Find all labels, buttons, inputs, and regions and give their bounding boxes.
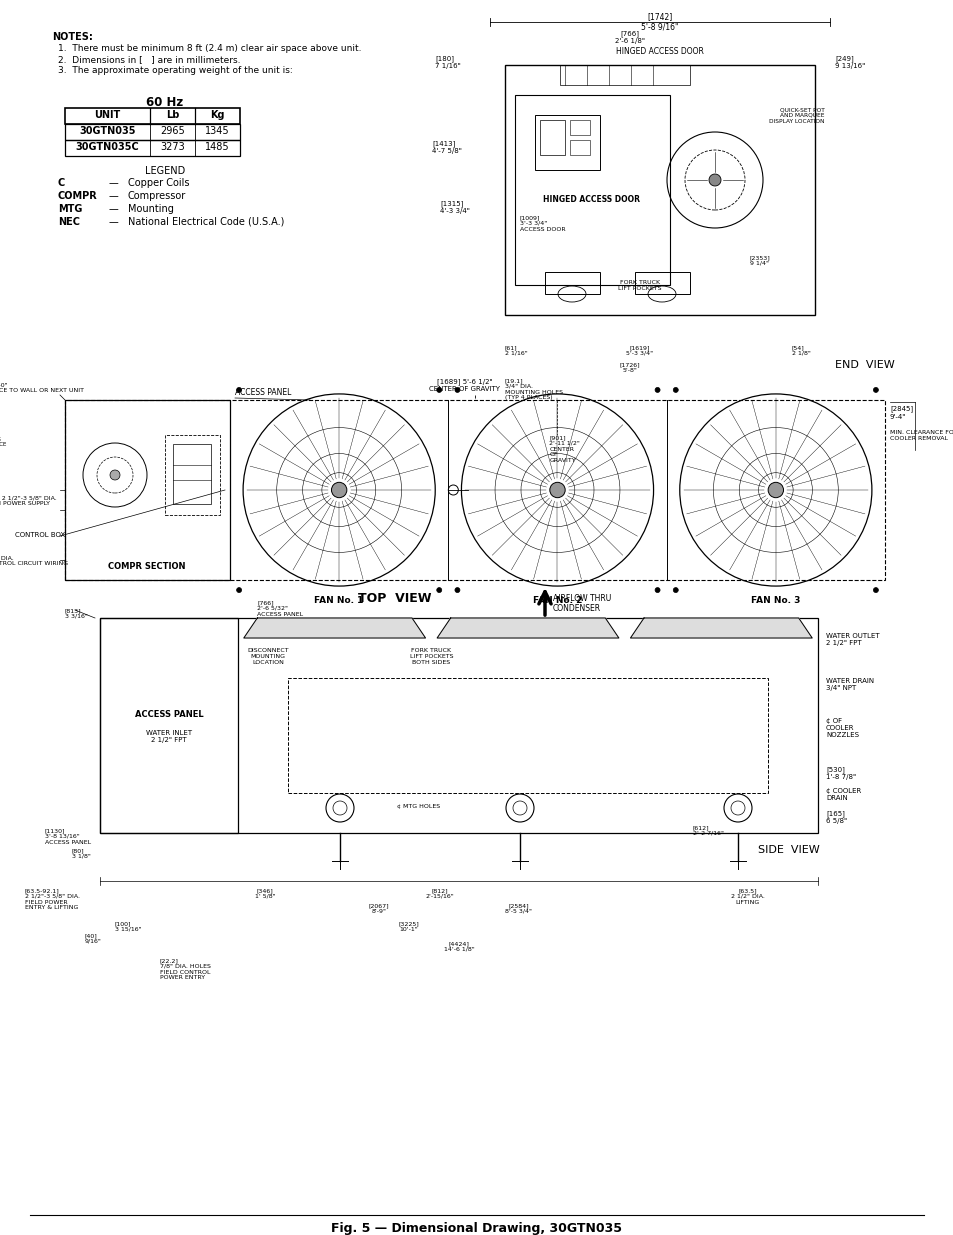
Text: FAN No. 3: FAN No. 3 xyxy=(750,597,800,605)
Bar xyxy=(65,400,230,580)
Bar xyxy=(539,120,564,156)
Bar xyxy=(504,65,814,315)
Circle shape xyxy=(655,388,659,393)
Bar xyxy=(65,140,240,156)
Text: WATER INLET
2 1/2" FPT: WATER INLET 2 1/2" FPT xyxy=(146,730,192,743)
Circle shape xyxy=(436,588,441,593)
Text: FORK TRUCK
LIFT POCKETS: FORK TRUCK LIFT POCKETS xyxy=(618,280,661,290)
Text: 60 Hz: 60 Hz xyxy=(146,96,183,109)
Text: 9'-4": 9'-4" xyxy=(889,414,905,420)
Text: [1689] 5'-6 1/2"
CENTER OF GRAVITY: [1689] 5'-6 1/2" CENTER OF GRAVITY xyxy=(429,378,500,391)
Circle shape xyxy=(236,588,241,593)
Text: Lb: Lb xyxy=(166,110,179,120)
Bar xyxy=(569,140,589,156)
Circle shape xyxy=(110,471,120,480)
Text: HINGED ACCESS DOOR: HINGED ACCESS DOOR xyxy=(616,47,703,56)
Text: [812]
2'-15/16": [812] 2'-15/16" xyxy=(425,888,454,899)
Text: Compressor: Compressor xyxy=(128,191,186,201)
Text: Copper Coils: Copper Coils xyxy=(128,178,190,188)
Text: ¢ COOLER
DRAIN: ¢ COOLER DRAIN xyxy=(825,788,861,802)
Circle shape xyxy=(549,483,564,498)
Text: ACCESS PANEL: ACCESS PANEL xyxy=(134,710,203,719)
Text: 3273: 3273 xyxy=(160,142,185,152)
Text: —: — xyxy=(108,178,118,188)
Text: COMPR SECTION: COMPR SECTION xyxy=(108,562,186,571)
Text: [63.5-92.1] 2 1/2"-3 5/8" DIA.
FIELD MAIN POWER SUPPLY: [63.5-92.1] 2 1/2"-3 5/8" DIA. FIELD MAI… xyxy=(0,495,56,506)
Circle shape xyxy=(455,388,459,393)
Text: TOP  VIEW: TOP VIEW xyxy=(358,592,432,605)
Text: [2067]
8'-9": [2067] 8'-9" xyxy=(368,903,389,914)
Text: [61]
2 1/16": [61] 2 1/16" xyxy=(504,345,527,356)
Text: 5'-8 9/16": 5'-8 9/16" xyxy=(640,22,678,31)
Bar xyxy=(288,678,767,793)
Text: [22.2] 7/8" DIA.
FIELD CONTROL CIRCUIT WIRING: [22.2] 7/8" DIA. FIELD CONTROL CIRCUIT W… xyxy=(0,555,68,566)
Text: —: — xyxy=(108,191,118,201)
Text: [1219] 4'-0"
CLEARANCE TO WALL OR NEXT UNIT: [1219] 4'-0" CLEARANCE TO WALL OR NEXT U… xyxy=(0,382,84,393)
Text: LEGEND: LEGEND xyxy=(145,165,185,177)
Text: [2584]
8'-5 3/4": [2584] 8'-5 3/4" xyxy=(505,903,532,914)
Text: [54]
2 1/8": [54] 2 1/8" xyxy=(791,345,810,356)
Text: [346]
1' 5/8": [346] 1' 5/8" xyxy=(254,888,275,899)
Text: [63.5]
2 1/2" DIA.
LIFTING: [63.5] 2 1/2" DIA. LIFTING xyxy=(730,888,764,904)
Text: CONTROL BOX: CONTROL BOX xyxy=(15,532,65,538)
Text: 1345: 1345 xyxy=(205,126,230,136)
Text: 2965: 2965 xyxy=(160,126,185,136)
Text: [1219]
4'-0"
WORKING
CLEARANCE
PER NEC
110-16: [1219] 4'-0" WORKING CLEARANCE PER NEC 1… xyxy=(0,425,8,459)
Text: COMPR: COMPR xyxy=(58,191,97,201)
Text: ACCESS PANEL: ACCESS PANEL xyxy=(234,388,291,396)
Text: WATER OUTLET
2 1/2" FPT: WATER OUTLET 2 1/2" FPT xyxy=(825,634,879,646)
Text: [1742]: [1742] xyxy=(647,12,672,21)
Circle shape xyxy=(708,174,720,186)
Text: WATER DRAIN
3/4" NPT: WATER DRAIN 3/4" NPT xyxy=(825,678,873,692)
Text: 1485: 1485 xyxy=(205,142,230,152)
Text: [766]
2'-6 1/8": [766] 2'-6 1/8" xyxy=(615,30,644,43)
Text: UNIT: UNIT xyxy=(94,110,120,120)
Circle shape xyxy=(436,388,441,393)
Text: 30GTN035C: 30GTN035C xyxy=(75,142,139,152)
Text: Kg: Kg xyxy=(210,110,225,120)
Bar xyxy=(635,272,689,294)
Text: [3225]
10'-1": [3225] 10'-1" xyxy=(398,921,419,931)
Text: [40]
9/16": [40] 9/16" xyxy=(85,932,102,944)
Text: [2845]: [2845] xyxy=(889,405,912,411)
Text: 30GTN035: 30GTN035 xyxy=(79,126,135,136)
Polygon shape xyxy=(436,618,618,638)
Text: 2.  Dimensions in [   ] are in millimeters.: 2. Dimensions in [ ] are in millimeters. xyxy=(58,56,240,64)
Text: [100]
3 15/16": [100] 3 15/16" xyxy=(115,921,141,931)
Text: [1619]
5'-3 3/4": [1619] 5'-3 3/4" xyxy=(626,345,653,356)
Circle shape xyxy=(873,588,878,593)
Text: [180]
7 1/16": [180] 7 1/16" xyxy=(435,56,460,69)
Text: [249]
9 13/16": [249] 9 13/16" xyxy=(834,56,864,69)
Text: 3.  The approximate operating weight of the unit is:: 3. The approximate operating weight of t… xyxy=(58,65,293,75)
Bar xyxy=(65,124,240,140)
Text: Fig. 5 — Dimensional Drawing, 30GTN035: Fig. 5 — Dimensional Drawing, 30GTN035 xyxy=(331,1221,622,1235)
Circle shape xyxy=(673,388,678,393)
Bar xyxy=(165,435,220,515)
Bar xyxy=(559,65,689,85)
Text: [4424]
14'-6 1/8": [4424] 14'-6 1/8" xyxy=(443,941,474,952)
Text: DISCONNECT
MOUNTING
LOCATION: DISCONNECT MOUNTING LOCATION xyxy=(247,648,289,664)
Circle shape xyxy=(236,388,241,393)
Text: NEC: NEC xyxy=(58,217,80,227)
Circle shape xyxy=(455,588,459,593)
Circle shape xyxy=(655,588,659,593)
Circle shape xyxy=(673,588,678,593)
Text: National Electrical Code (U.S.A.): National Electrical Code (U.S.A.) xyxy=(128,217,284,227)
Text: FAN No. 1: FAN No. 1 xyxy=(314,597,363,605)
Text: SIDE  VIEW: SIDE VIEW xyxy=(758,845,819,855)
Text: AIRFLOW THRU
CONDENSER: AIRFLOW THRU CONDENSER xyxy=(553,594,611,614)
Bar xyxy=(100,618,237,832)
Text: [1315]
4'-3 3/4": [1315] 4'-3 3/4" xyxy=(439,200,470,214)
Circle shape xyxy=(331,483,347,498)
Text: MTG: MTG xyxy=(58,204,82,214)
Text: 1.  There must be minimum 8 ft (2.4 m) clear air space above unit.: 1. There must be minimum 8 ft (2.4 m) cl… xyxy=(58,44,361,53)
Text: [1413]
4'-7 5/8": [1413] 4'-7 5/8" xyxy=(432,140,461,153)
Text: [612]
2'-2 7/16": [612] 2'-2 7/16" xyxy=(692,825,723,836)
Text: [63.5-92.1]
2 1/2"-3 5/8" DIA.
FIELD POWER
ENTRY & LIFTING: [63.5-92.1] 2 1/2"-3 5/8" DIA. FIELD POW… xyxy=(25,888,80,910)
Text: [766]
2'-6 5/32"
ACCESS PANEL: [766] 2'-6 5/32" ACCESS PANEL xyxy=(257,600,303,616)
Text: END  VIEW: END VIEW xyxy=(834,359,894,370)
Text: [2353]
9 1/4": [2353] 9 1/4" xyxy=(749,254,770,266)
Text: [1726]
5'-8": [1726] 5'-8" xyxy=(619,362,639,373)
Text: HINGED ACCESS DOOR: HINGED ACCESS DOOR xyxy=(543,195,639,204)
Bar xyxy=(100,618,817,832)
